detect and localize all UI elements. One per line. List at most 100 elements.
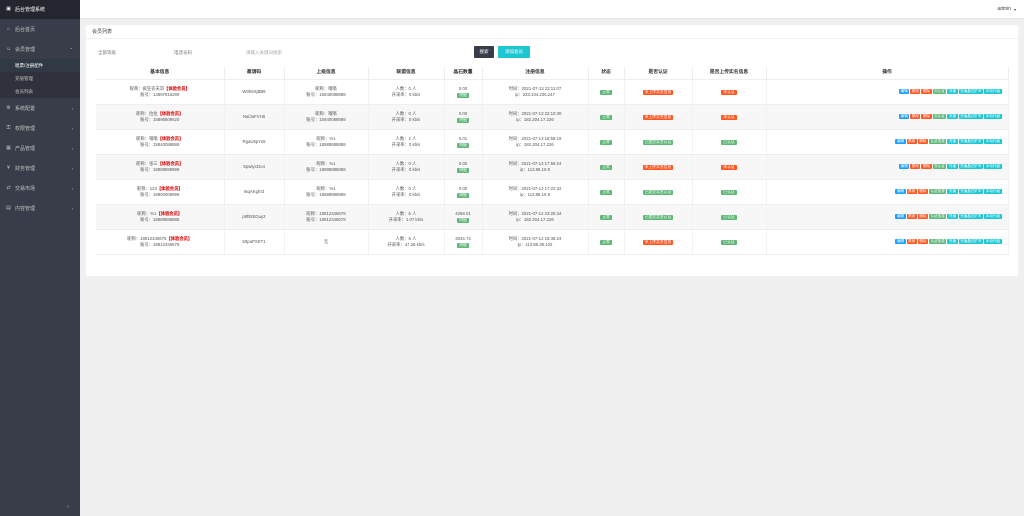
- sidebar-item[interactable]: ▤ 内容管理 ›: [0, 198, 80, 218]
- upline-account: 账号：15840088888: [306, 116, 346, 122]
- nickname: 昵称：123: [136, 185, 157, 191]
- basic-info-line: 昵称：张三【体验会员】: [96, 161, 224, 167]
- alliance-rate: 开采率：0 kb/s: [391, 166, 421, 172]
- chevron-right-icon: ›: [71, 125, 73, 131]
- brand[interactable]: ▣ 后台管理系统: [0, 0, 80, 19]
- basic-info-cell: 昵称：123【体验会员】 账号：18800009999: [96, 179, 225, 205]
- action-button[interactable]: 去认证: [932, 89, 947, 94]
- action-button[interactable]: 禁用: [906, 189, 917, 194]
- action-button[interactable]: 手动升级: [984, 89, 1002, 94]
- crystal-detail-button[interactable]: 明细: [457, 217, 469, 223]
- action-button[interactable]: 认证信息: [929, 239, 947, 244]
- column-header: 邀请码: [224, 67, 285, 80]
- action-button[interactable]: 禁用: [910, 164, 921, 169]
- basic-info-line: 昵称：18812345678【体验会员】: [96, 236, 224, 242]
- upload-badge: 已认证: [721, 239, 737, 245]
- action-button[interactable]: 充值晶石矿车: [958, 114, 984, 119]
- add-member-button[interactable]: 添加会员: [498, 46, 530, 58]
- action-button[interactable]: 禁用: [910, 114, 921, 119]
- table-row: 昵称：18812345678【体验会员】 账号：18812345678 50paPX…: [96, 229, 1009, 255]
- sidebar-subitem[interactable]: 充值管理: [15, 75, 33, 81]
- action-button[interactable]: 充值晶石矿车: [958, 139, 984, 144]
- action-button[interactable]: 认证信息: [929, 189, 947, 194]
- action-button[interactable]: 认证信息: [929, 214, 947, 219]
- action-button[interactable]: 充值: [947, 189, 958, 194]
- action-button[interactable]: 禁用: [906, 139, 917, 144]
- action-button[interactable]: 手动升级: [984, 214, 1002, 219]
- action-button[interactable]: 删除: [917, 139, 928, 144]
- actions-cell: 编辑 禁用 删除 认证信息 充值 充值晶石矿车 手动升级: [766, 129, 1009, 155]
- sidebar-item[interactable]: ⚿ 权限管理 ›: [0, 118, 80, 138]
- action-button[interactable]: 删除: [921, 114, 932, 119]
- action-button[interactable]: 编辑: [899, 89, 910, 94]
- collapse-icon[interactable]: ‹: [67, 504, 69, 510]
- crystal-detail-button[interactable]: 明细: [457, 242, 469, 248]
- vip-badge: 【体验会员】: [156, 210, 183, 216]
- action-button[interactable]: 删除: [917, 239, 928, 244]
- register-ip: ip：113.88.39.102: [517, 241, 553, 247]
- action-button[interactable]: 删除: [921, 89, 932, 94]
- box-icon: ▦: [6, 144, 11, 151]
- action-button[interactable]: 手动升级: [984, 189, 1002, 194]
- action-button[interactable]: 充值晶石矿车: [958, 164, 984, 169]
- lock-icon: ⚿: [6, 124, 11, 131]
- action-button[interactable]: 充值晶石矿车: [958, 239, 984, 244]
- action-button[interactable]: 编辑: [895, 214, 906, 219]
- action-button[interactable]: 编辑: [899, 164, 910, 169]
- upline-account: 账号：18812345678: [306, 216, 346, 222]
- action-button[interactable]: 充值晶石矿车: [958, 89, 984, 94]
- action-button[interactable]: 认证信息: [929, 139, 947, 144]
- action-button[interactable]: 去认证: [932, 164, 947, 169]
- action-button[interactable]: 充值: [947, 139, 958, 144]
- crystal-detail-button[interactable]: 明细: [457, 167, 469, 173]
- sidebar-item[interactable]: ▦ 产品管理 ›: [0, 138, 80, 158]
- crystal-amount: 0.00: [458, 160, 468, 166]
- crystal-detail-button[interactable]: 明细: [457, 142, 469, 148]
- action-button[interactable]: 充值: [947, 164, 958, 169]
- action-button[interactable]: 充值晶石矿车: [958, 214, 984, 219]
- crystal-detail-button[interactable]: 明细: [457, 192, 469, 198]
- action-button[interactable]: 删除: [917, 214, 928, 219]
- action-button[interactable]: 删除: [921, 164, 932, 169]
- nickname: 昵称：疯狂农夫哥: [129, 85, 165, 91]
- crystal-amount: 0.00: [458, 185, 468, 191]
- action-button[interactable]: 禁用: [906, 214, 917, 219]
- action-button[interactable]: 充值: [947, 89, 958, 94]
- sidebar-item[interactable]: ⚙ 系统配置 ›: [0, 98, 80, 118]
- action-button[interactable]: 充值晶石矿车: [958, 189, 984, 194]
- crystal-detail-button[interactable]: 明细: [457, 92, 469, 98]
- action-button[interactable]: 去认证: [932, 114, 947, 119]
- crystal-detail-button[interactable]: 明细: [457, 117, 469, 123]
- action-button[interactable]: 禁用: [906, 239, 917, 244]
- sidebar-item[interactable]: ☺ 会员管理 ⌃: [0, 39, 80, 59]
- action-button[interactable]: 充值: [947, 239, 958, 244]
- chevron-down-icon[interactable]: ▾: [1013, 6, 1016, 12]
- sidebar-item[interactable]: ⇄ 交易市场 ›: [0, 178, 80, 198]
- invite-code: r6qAKghr3: [224, 179, 285, 205]
- action-button[interactable]: 编辑: [895, 239, 906, 244]
- phone-field[interactable]: 电话号码: [174, 50, 192, 55]
- action-button[interactable]: 编辑: [899, 114, 910, 119]
- sidebar-subitem[interactable]: 会员列表: [15, 88, 33, 94]
- action-button[interactable]: 编辑: [895, 189, 906, 194]
- action-button[interactable]: 删除: [917, 189, 928, 194]
- action-button[interactable]: 充值: [947, 214, 958, 219]
- action-button[interactable]: 手动升级: [984, 114, 1002, 119]
- action-button[interactable]: 手动升级: [984, 164, 1002, 169]
- action-button[interactable]: 禁用: [910, 89, 921, 94]
- sidebar-subitem[interactable]: 唱票/注册配件: [0, 59, 80, 72]
- search-button[interactable]: 搜索: [474, 46, 494, 58]
- action-button[interactable]: 编辑: [895, 139, 906, 144]
- user-name[interactable]: admin: [997, 6, 1011, 12]
- action-button[interactable]: 手动升级: [984, 239, 1002, 244]
- member-table: 基本信息 邀请码 上级信息 联盟信息 晶石数量 注册信息 状态 是否认证 是否上传实名信息 操作 …: [96, 67, 1009, 255]
- level-select[interactable]: 全部等级: [98, 50, 116, 55]
- chevron-up-icon: ⌃: [69, 46, 73, 52]
- keyword-input[interactable]: 请输入关键词搜索: [246, 50, 282, 55]
- basic-info-line: 昵称：123【体验会员】: [96, 186, 224, 192]
- crystal-cell: 0.00 明细: [444, 79, 483, 105]
- sidebar-item[interactable]: ⌂ 后台首页: [0, 19, 80, 39]
- sidebar-item[interactable]: ¥ 财务管理 ›: [0, 158, 80, 178]
- action-button[interactable]: 手动升级: [984, 139, 1002, 144]
- action-button[interactable]: 充值: [947, 114, 958, 119]
